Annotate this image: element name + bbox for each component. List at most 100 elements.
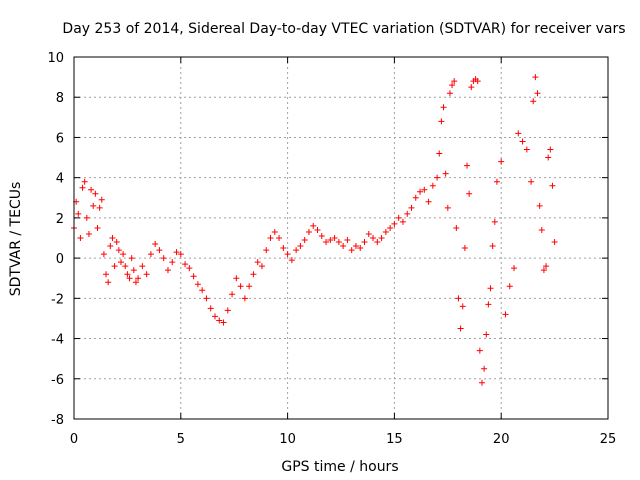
data-point-marker	[276, 235, 283, 241]
data-point-marker	[466, 190, 473, 197]
data-point-marker	[382, 228, 389, 235]
data-point-marker	[120, 251, 127, 258]
x-tick-labels: 0 5 10 15 20 25	[70, 432, 616, 447]
data-point-marker	[263, 247, 270, 254]
data-point-marker	[421, 186, 428, 193]
x-axis-label: GPS time / hours	[281, 459, 398, 475]
data-point-marker	[361, 239, 368, 246]
data-point-marker	[79, 184, 86, 191]
data-point-marker	[237, 283, 244, 290]
data-point-marker	[399, 218, 406, 225]
data-point-marker	[365, 230, 372, 237]
data-point-marker	[293, 247, 300, 254]
data-point-marker	[425, 198, 432, 205]
data-point-marker	[511, 265, 518, 272]
data-point-marker	[476, 347, 483, 354]
data-point-marker	[301, 237, 308, 244]
data-point-marker	[528, 178, 535, 185]
y-tick-labels: -8 -6 -4 -2 0 2 4 6 8 10	[47, 51, 64, 428]
data-point-marker	[464, 162, 471, 169]
data-point-marker	[453, 224, 460, 231]
data-point-marker	[412, 194, 419, 201]
x-tick-label: 10	[279, 432, 296, 447]
data-point-marker	[487, 285, 494, 292]
data-point-marker	[224, 307, 231, 314]
data-point-marker	[323, 239, 330, 246]
y-tick-label: 2	[56, 212, 64, 227]
data-point-marker	[543, 263, 550, 270]
data-point-marker	[203, 295, 210, 302]
data-point-marker	[122, 263, 129, 270]
data-point-marker	[98, 196, 105, 203]
data-point-marker	[493, 178, 500, 185]
data-point-marker	[523, 146, 530, 153]
data-point-marker	[506, 283, 513, 290]
data-point-marker	[551, 239, 558, 246]
data-point-marker	[370, 235, 377, 241]
data-point-marker	[547, 146, 554, 153]
data-point-marker	[534, 90, 541, 97]
x-tick-label: 20	[493, 432, 510, 447]
y-tick-label: 0	[56, 252, 64, 267]
data-point-marker	[318, 232, 325, 239]
data-point-marker	[190, 273, 197, 280]
data-point-marker	[85, 230, 92, 237]
data-point-marker	[519, 138, 526, 145]
y-tick-label: -4	[51, 333, 64, 348]
data-point-marker	[152, 241, 159, 248]
data-point-marker	[314, 226, 321, 233]
data-point-marker	[199, 287, 206, 294]
data-point-marker	[96, 204, 103, 211]
x-tick-label: 5	[177, 432, 185, 447]
data-point-marker	[468, 84, 475, 91]
data-point-marker	[94, 224, 101, 231]
data-point-marker	[126, 275, 133, 282]
data-point-marker	[177, 251, 184, 258]
data-point-marker	[107, 243, 114, 250]
data-point-marker	[451, 78, 458, 85]
data-point-marker	[115, 247, 122, 254]
data-point-marker	[474, 78, 481, 85]
data-point-marker	[457, 325, 464, 332]
data-point-marker	[124, 271, 131, 278]
data-point-marker	[258, 263, 265, 270]
data-point-marker	[515, 130, 522, 137]
data-point-marker	[147, 251, 154, 258]
data-point-marker	[478, 379, 485, 386]
y-tick-label: 4	[56, 172, 64, 187]
data-point-marker	[459, 303, 466, 310]
chart-title: Day 253 of 2014, Sidereal Day-to-day VTE…	[62, 21, 625, 37]
data-point-marker	[128, 255, 135, 262]
y-tick-label: 6	[56, 131, 64, 146]
data-point-marker	[440, 104, 447, 111]
data-point-marker	[173, 249, 180, 256]
data-point-marker	[408, 204, 415, 211]
axis-ticks	[73, 56, 609, 420]
data-point-marker	[310, 222, 317, 229]
data-point-marker	[194, 281, 201, 288]
data-point-marker	[233, 275, 240, 282]
data-point-marker	[391, 220, 398, 227]
data-point-marker	[211, 313, 218, 320]
data-point-marker	[113, 239, 120, 246]
data-point-marker	[297, 243, 304, 250]
data-point-marker	[220, 319, 227, 326]
data-point-marker	[442, 170, 449, 177]
data-point-marker	[549, 182, 556, 189]
data-point-marker	[267, 235, 274, 241]
data-point-marker	[378, 235, 385, 241]
data-point-marker	[241, 295, 248, 302]
y-axis-label: SDTVAR / TECUs	[8, 182, 24, 297]
plot-frame	[73, 56, 609, 420]
data-point-marker	[327, 237, 334, 244]
data-point-marker	[498, 158, 505, 165]
data-point-marker	[132, 279, 139, 286]
data-point-marker	[331, 235, 338, 241]
data-point-marker	[130, 267, 137, 274]
data-point-marker	[481, 365, 488, 372]
data-point-marker	[545, 154, 552, 161]
data-point-marker	[92, 190, 99, 197]
data-point-marker	[216, 317, 223, 324]
data-point-marker	[395, 214, 402, 221]
data-point-marker	[436, 150, 443, 157]
